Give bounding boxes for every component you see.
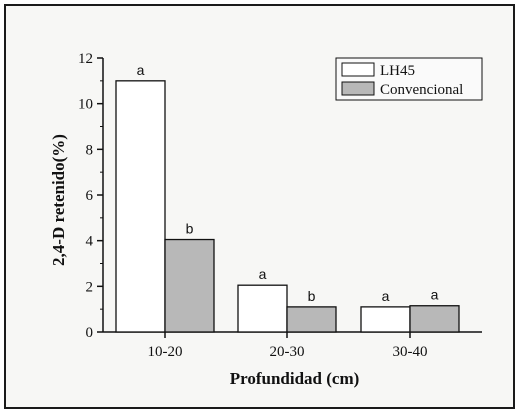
significance-label: a (259, 266, 267, 282)
x-tick-label: 10-20 (148, 344, 183, 360)
bar-lh45-30-40 (360, 306, 411, 333)
significance-labels: a b a b a a (137, 62, 439, 304)
bars (115, 80, 460, 333)
bar-convencional-10-20 (164, 238, 215, 333)
legend-swatch-lh45 (341, 62, 375, 77)
legend: LH45 Convencional (335, 57, 483, 101)
y-tick-label: 12 (78, 51, 93, 67)
x-tick-label: 30-40 (393, 344, 428, 360)
bar-lh45-20-30 (237, 284, 288, 333)
bar-lh45-10-20 (115, 80, 166, 333)
significance-label: b (186, 221, 194, 237)
y-ticks: 0 2 4 6 8 10 12 (78, 51, 103, 341)
legend-label-lh45: LH45 (380, 63, 415, 79)
y-tick-label: 2 (86, 279, 94, 295)
bar-convencional-20-30 (286, 306, 337, 333)
legend-swatch-convencional (341, 81, 375, 96)
y-tick-label: 10 (78, 97, 93, 113)
x-tick-label: 20-30 (270, 344, 305, 360)
y-tick-label: 4 (86, 234, 94, 250)
bar-convencional-30-40 (409, 305, 460, 333)
x-axis-title: Profundidad (cm) (230, 369, 360, 388)
significance-label: a (431, 287, 439, 303)
significance-label: b (308, 288, 316, 304)
legend-label-convencional: Convencional (380, 82, 463, 98)
y-tick-label: 8 (86, 142, 94, 158)
significance-label: a (137, 62, 145, 78)
significance-label: a (382, 288, 390, 304)
y-axis-title: 2,4-D retenido(%) (49, 134, 68, 266)
y-tick-label: 6 (86, 188, 94, 204)
x-ticks: 10-20 20-30 30-40 (148, 332, 428, 360)
y-tick-label: 0 (86, 325, 94, 341)
